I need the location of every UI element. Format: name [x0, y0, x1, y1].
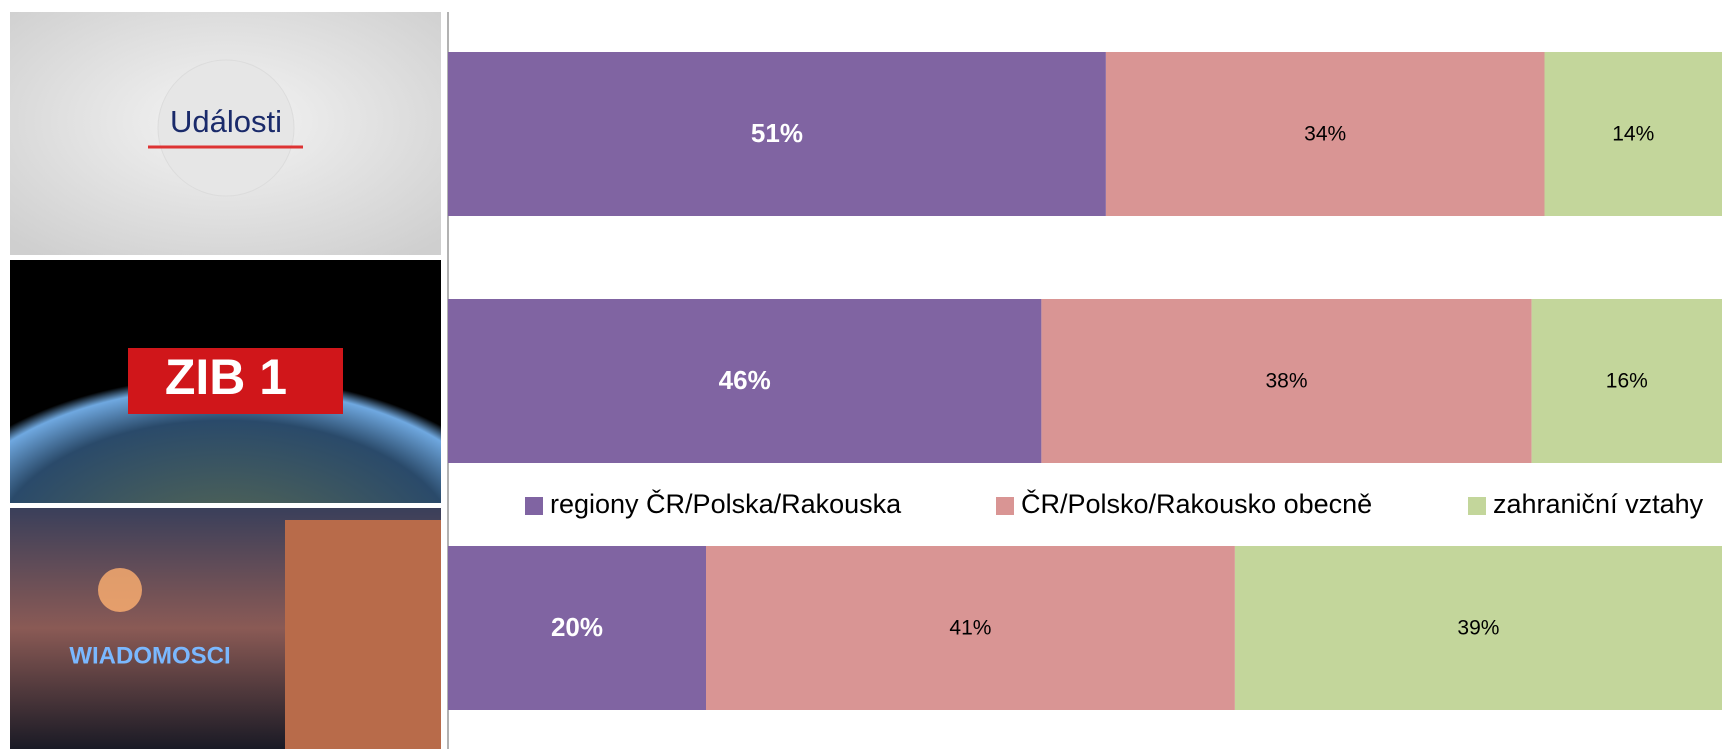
value-label: 20%	[551, 612, 603, 642]
category-label: WIADOMOSCI	[69, 642, 230, 669]
building-icon	[285, 520, 441, 749]
sun-icon	[98, 568, 142, 612]
bar-segment	[1531, 299, 1722, 463]
bar-segment	[1544, 52, 1722, 216]
bar-segment	[1234, 546, 1722, 710]
legend-swatch	[1468, 497, 1486, 515]
bar-segment	[1105, 52, 1545, 216]
bar-segment	[448, 546, 706, 710]
value-label: 41%	[949, 617, 991, 640]
value-label: 34%	[1304, 123, 1346, 146]
legend-label: ČR/Polsko/Rakousko obecně	[1021, 488, 1372, 519]
value-label: 51%	[751, 118, 803, 148]
value-label: 39%	[1457, 617, 1499, 640]
globe-icon	[157, 59, 295, 197]
value-label: 14%	[1612, 123, 1654, 146]
legend-label: regiony ČR/Polska/Rakouska	[550, 488, 902, 519]
legend-label: zahraniční vztahy	[1493, 489, 1704, 519]
logo-box	[128, 348, 343, 414]
category-label: ZIB 1	[165, 349, 287, 405]
value-label: 38%	[1265, 370, 1307, 393]
legend-swatch	[525, 497, 543, 515]
category-label: Události	[170, 104, 282, 139]
value-label: 16%	[1606, 370, 1648, 393]
bar-segment	[1041, 299, 1532, 463]
bar-segment	[706, 546, 1235, 710]
bar-segment	[448, 52, 1106, 216]
value-label: 46%	[719, 365, 771, 395]
bar-segment	[448, 299, 1042, 463]
legend-swatch	[996, 497, 1014, 515]
